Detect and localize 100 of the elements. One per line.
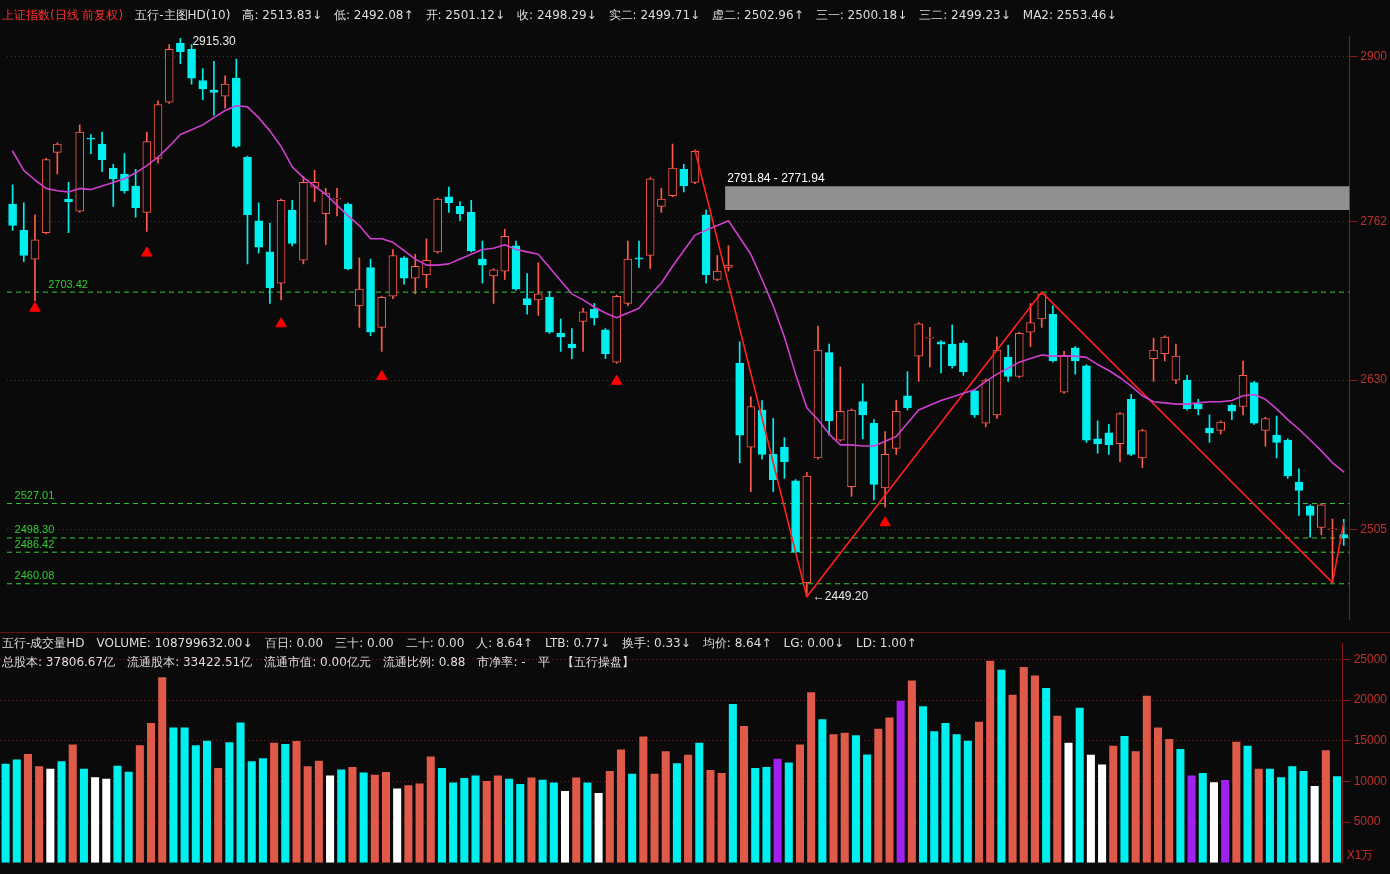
annotation: 五行-成交量HD (2, 635, 85, 652)
bar (1075, 707, 1084, 863)
text: 虚二: 2502.96↑ (712, 7, 804, 24)
text: 三一: 2500.18↓ (815, 7, 908, 24)
bar (449, 782, 458, 863)
bar (784, 762, 793, 863)
bar (158, 677, 167, 863)
candlestick (925, 327, 935, 368)
y-tick-label: 2762 (1360, 214, 1388, 229)
point (610, 374, 623, 385)
annotation: 换手: 0.33↓ (622, 635, 691, 652)
annotation: VOLUME: 108799632.00↓ (96, 635, 253, 652)
ref-line-label: 2703.42 (48, 277, 88, 290)
bar (605, 770, 614, 863)
bar (1333, 776, 1342, 863)
text: MA2: 2553.46↓ (1022, 7, 1117, 24)
bar (314, 760, 323, 863)
bar (1232, 741, 1241, 863)
text: 开: 2501.12↓ (425, 7, 506, 24)
bar (572, 777, 581, 863)
y-axis-title: X1万 (1346, 848, 1374, 863)
bar (684, 754, 693, 863)
ref-line-label: 2486.42 (14, 537, 55, 550)
candlestick (86, 134, 96, 154)
bar (113, 765, 122, 863)
bar (807, 692, 816, 863)
bar (23, 754, 32, 863)
annotation: 人: 8.64↑ (476, 635, 533, 652)
bar (628, 773, 637, 863)
bar (169, 727, 178, 863)
bar (952, 734, 961, 863)
y-tick-label: 2505 (1360, 522, 1388, 537)
bar (840, 732, 849, 863)
bar (1187, 775, 1196, 863)
bar (706, 770, 715, 863)
bar (740, 725, 749, 863)
bar (896, 700, 905, 863)
bar (191, 745, 200, 863)
bar (1254, 768, 1263, 863)
bar (370, 774, 379, 863)
annotation: 2915.30 (192, 33, 237, 48)
annotation: LD: 1.00↑ (856, 635, 917, 652)
y-tick-label: 25000 (1353, 651, 1388, 666)
bar (102, 778, 111, 863)
bar (426, 756, 435, 863)
bar (941, 722, 950, 863)
bar (124, 771, 133, 863)
bar (695, 742, 704, 863)
bar (258, 758, 267, 863)
bar (393, 788, 402, 863)
bar (1265, 768, 1274, 863)
bar (1120, 736, 1129, 863)
bar (1209, 782, 1218, 863)
bar (561, 791, 570, 863)
bar (1310, 786, 1319, 863)
text: 五行-主图HD(10) (135, 7, 231, 24)
bar (851, 735, 860, 863)
ref-line-label: 2498.30 (14, 523, 55, 536)
annotation: 平 (537, 654, 550, 671)
bar (997, 669, 1006, 863)
bar (281, 743, 290, 863)
bar (471, 775, 480, 863)
bar (885, 717, 894, 863)
point (376, 370, 388, 381)
annotation: ←2449.20 (812, 589, 869, 604)
text: 实二: 2499.71↓ (608, 7, 701, 24)
bar (986, 660, 995, 863)
bar (919, 706, 928, 863)
bar (79, 768, 88, 863)
bar (1053, 715, 1062, 863)
candlestick (332, 188, 342, 217)
bar (1243, 745, 1252, 863)
bar (1109, 745, 1118, 863)
bar (795, 744, 805, 863)
bar (202, 740, 212, 863)
bar (751, 767, 760, 863)
bar (91, 777, 100, 863)
point (29, 301, 41, 312)
bar (1064, 742, 1073, 863)
bar (639, 736, 648, 863)
band-label: 2791.84 - 2771.94 (727, 171, 825, 186)
bar (527, 777, 536, 863)
bar (147, 722, 156, 863)
bar (1321, 750, 1330, 863)
y-tick-label: 15000 (1353, 733, 1388, 748)
annotation: 市净率: - (477, 654, 526, 671)
text: 高: 2513.83↓ (242, 7, 322, 24)
bar (1221, 780, 1230, 863)
bar (57, 761, 66, 863)
bar (270, 742, 279, 863)
bar (482, 780, 491, 863)
bar (717, 772, 726, 863)
bar (963, 740, 972, 863)
bar (460, 777, 469, 863)
bar (437, 767, 446, 863)
bar (292, 741, 301, 863)
bar (538, 779, 547, 863)
bar (348, 767, 357, 863)
bar (381, 772, 391, 863)
bar (672, 763, 681, 863)
